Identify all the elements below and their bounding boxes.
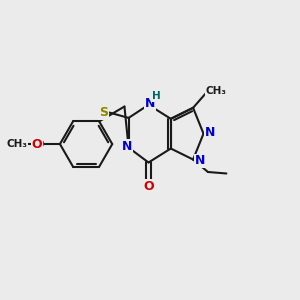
Text: O: O bbox=[144, 180, 154, 193]
Text: N: N bbox=[145, 97, 155, 110]
Text: CH₃: CH₃ bbox=[206, 86, 226, 96]
Text: CH₃: CH₃ bbox=[6, 139, 27, 149]
Text: N: N bbox=[122, 140, 132, 153]
Text: S: S bbox=[99, 106, 108, 119]
Text: H: H bbox=[152, 91, 160, 101]
Text: O: O bbox=[33, 138, 44, 151]
Text: N: N bbox=[205, 126, 215, 139]
Text: N: N bbox=[194, 154, 205, 167]
Text: CH₃: CH₃ bbox=[5, 139, 26, 149]
Text: O: O bbox=[32, 138, 42, 151]
